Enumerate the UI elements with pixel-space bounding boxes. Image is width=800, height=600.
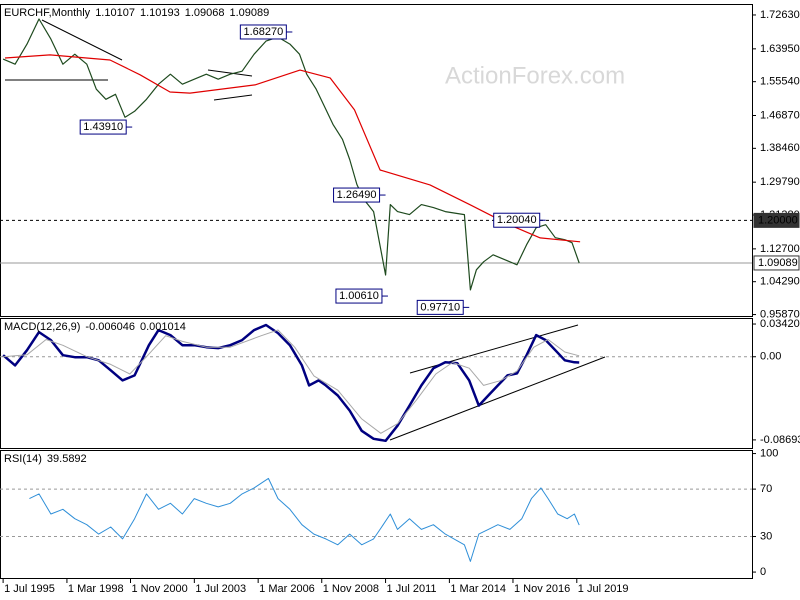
y-tick-label: 1.55540	[760, 76, 800, 88]
annotation-box	[333, 187, 381, 203]
y-tick-label: 1.12700	[760, 243, 800, 255]
y-tick-label: 70	[760, 483, 772, 495]
y-tick-label: 0.95870	[760, 308, 800, 320]
series-line	[29, 477, 580, 562]
trendline	[207, 69, 253, 77]
y-tick-label: 1.63950	[760, 43, 800, 55]
annotation-box	[493, 212, 541, 228]
series-line	[2, 18, 580, 291]
panel-title: RSI(14)	[4, 453, 42, 465]
x-tick-label: 1 Mar 1998	[68, 583, 124, 595]
panel-reading: 1.09089	[229, 7, 269, 19]
panel-reading: 1.09068	[185, 7, 225, 19]
panel-title: MACD(12,26,9)	[4, 321, 80, 333]
annotation-label: 1.20040	[497, 214, 537, 226]
panel-reading: 1.10107	[95, 7, 135, 19]
x-tick-label: 1 Nov 2016	[514, 583, 570, 595]
series-line	[3, 329, 580, 434]
annotation-box	[335, 288, 383, 304]
annotation-box	[239, 24, 287, 40]
annotation-label: 1.00610	[339, 290, 379, 302]
y-tick-label: 30	[760, 530, 772, 542]
panel-header: EURCHF,Monthly 1.10107 1.10193 1.09068 1.090…	[4, 7, 269, 19]
trendline	[389, 356, 606, 441]
annotation-box	[416, 299, 464, 315]
y-tick-label: 1.46870	[760, 109, 800, 121]
annotation-label: 1.26490	[337, 189, 377, 201]
trendline	[41, 19, 123, 61]
macd-panel-frame	[0, 318, 753, 449]
y-tick-label: 1.04290	[760, 276, 800, 288]
trendline	[213, 94, 253, 101]
annotation-label: 0.97710	[420, 301, 460, 313]
y-tick-label: 100	[760, 447, 778, 459]
y-tick-label: 1.72630	[760, 9, 800, 21]
y-tick-label: -0.086933	[760, 434, 800, 446]
y-tick-label: 1.38460	[760, 142, 800, 154]
panel-title: EURCHF,Monthly	[4, 7, 91, 19]
series-line	[2, 323, 580, 443]
panel-header: MACD(12,26,9) -0.006046 0.001014	[4, 321, 186, 333]
y-tick-label: 1.29790	[760, 176, 800, 188]
panel-reading: 0.001014	[140, 321, 186, 333]
annotation-box	[79, 119, 127, 135]
watermark: ActionForex.com	[445, 62, 625, 89]
rsi-panel-frame	[0, 450, 753, 579]
level-label-box	[753, 212, 800, 228]
series-line	[4, 54, 581, 243]
y-tick-label: 0.034203	[760, 318, 800, 330]
y-tick-label: 0.00	[760, 351, 781, 363]
x-tick-label: 1 Mar 2006	[259, 583, 315, 595]
x-tick-label: 1 Jul 2011	[387, 583, 437, 595]
annotation-label: 1.43910	[83, 121, 123, 133]
level-label-box	[753, 255, 800, 271]
panel-reading: 39.5892	[47, 453, 87, 465]
x-tick-label: 1 Nov 2008	[323, 583, 379, 595]
x-tick-label: 1 Mar 2014	[450, 583, 506, 595]
annotation-label: 1.68270	[243, 26, 283, 38]
price-panel-frame	[0, 4, 753, 317]
level-label: 1.20000	[758, 214, 798, 226]
level-label: 1.09089	[758, 257, 798, 269]
x-tick-label: 1 Nov 2000	[132, 583, 188, 595]
x-tick-label: 1 Jul 2003	[195, 583, 246, 595]
panel-reading: 1.10193	[140, 7, 180, 19]
x-tick-label: 1 Jul 2019	[578, 583, 629, 595]
panel-reading: -0.006046	[85, 321, 135, 333]
x-tick-label: 1 Jul 1995	[4, 583, 55, 595]
panel-header: RSI(14) 39.5892	[4, 453, 87, 465]
y-tick-label: 0	[760, 566, 766, 578]
